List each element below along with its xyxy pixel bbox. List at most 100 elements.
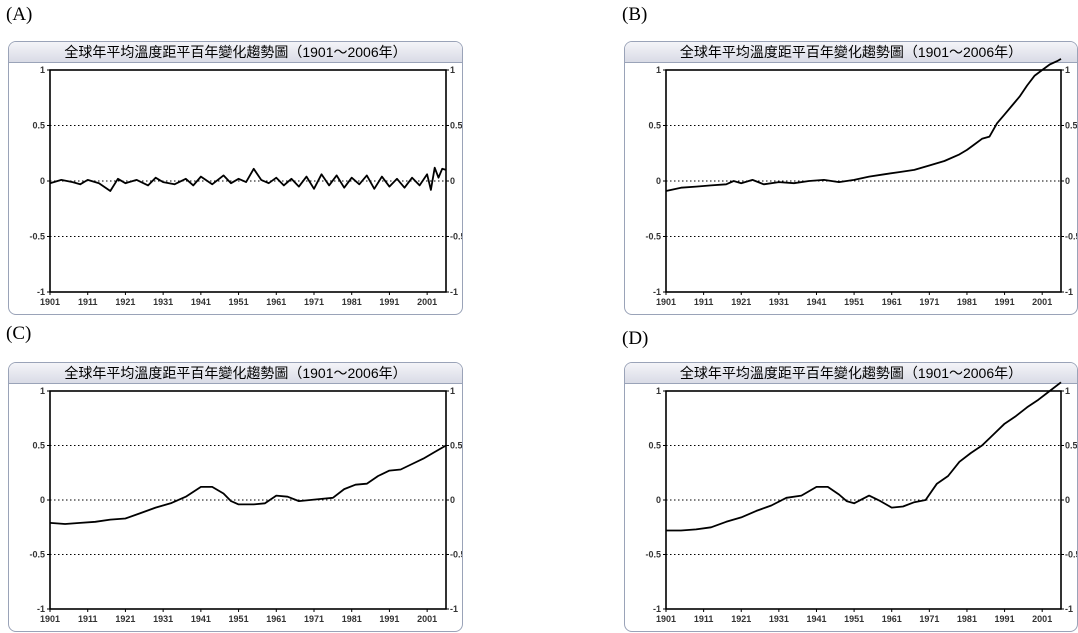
x-tick-label: 1911 [78, 297, 98, 307]
y-tick-label: 0.5 [32, 441, 45, 451]
y-tick-label-right: -0.5 [450, 232, 463, 242]
x-tick-label: 1931 [153, 297, 173, 307]
chart-window-b: 全球年平均溫度距平百年變化趨勢圖（1901～2006年） 1 1 0.5 0.5 0 0 -… [624, 41, 1078, 315]
y-tick-label-right: -0.5 [450, 550, 463, 560]
y-tick-label-right: 0.5 [1065, 441, 1078, 451]
chart-window-d: 全球年平均溫度距平百年變化趨勢圖（1901～2006年） 1 1 0.5 0.5 0 0 -… [624, 362, 1078, 632]
y-tick-label: -0.5 [29, 550, 45, 560]
x-tick-label: 1941 [191, 614, 211, 624]
panel-label-d: (D) [622, 328, 649, 349]
x-tick-label: 1981 [957, 614, 977, 624]
x-tick-label: 1921 [115, 297, 135, 307]
y-tick-label: 1 [40, 65, 45, 75]
x-tick-label: 1921 [115, 614, 135, 624]
x-tick-label: 1951 [844, 297, 864, 307]
y-tick-label-right: 1 [450, 386, 455, 396]
x-tick-label: 1911 [78, 614, 98, 624]
x-tick-label: 1991 [995, 614, 1015, 624]
y-tick-label-right: -1 [450, 604, 458, 614]
x-tick-label: 1901 [40, 297, 60, 307]
x-tick-label: 1961 [882, 614, 902, 624]
x-tick-label: 1991 [379, 614, 399, 624]
y-tick-label-right: 0.5 [450, 441, 463, 451]
x-tick-label: 1911 [694, 297, 714, 307]
chart-title-d: 全球年平均溫度距平百年變化趨勢圖（1901～2006年） [625, 363, 1077, 384]
panel-label-c: (C) [6, 323, 32, 344]
chart-window-c: 全球年平均溫度距平百年變化趨勢圖（1901～2006年） 1 1 0.5 0.5 0 0 -… [8, 362, 463, 632]
x-tick-label: 1941 [191, 297, 211, 307]
x-tick-label: 1951 [844, 614, 864, 624]
y-tick-label-right: -0.5 [1065, 232, 1078, 242]
y-tick-label: 0 [40, 495, 45, 505]
x-tick-label: 1951 [229, 297, 249, 307]
chart-d: 110.50.500-0.5-0.5-1-1190119111921193119… [645, 381, 1078, 624]
series-line [666, 381, 1062, 532]
y-tick-label: -1 [653, 604, 661, 614]
y-tick-label-right: -1 [1065, 287, 1073, 297]
x-tick-label: 1991 [379, 297, 399, 307]
y-tick-label-right: 0 [1065, 495, 1070, 505]
y-tick-label-right: 1 [1065, 386, 1070, 396]
x-tick-label: 1921 [731, 614, 751, 624]
y-tick-label: -0.5 [645, 232, 661, 242]
panel-label-a: (A) [6, 4, 33, 25]
y-tick-label: 0.5 [648, 441, 661, 451]
x-tick-label: 1971 [304, 297, 324, 307]
y-tick-label-right: 0 [450, 495, 455, 505]
x-tick-label: 1981 [342, 614, 362, 624]
x-tick-label: 1961 [882, 297, 902, 307]
y-tick-label: 0 [656, 495, 661, 505]
y-tick-label: -1 [653, 287, 661, 297]
y-tick-label-right: 0 [450, 176, 455, 186]
series-line [49, 166, 447, 192]
x-tick-label: 1981 [342, 297, 362, 307]
y-tick-label: 0 [656, 176, 661, 186]
y-tick-label: -1 [37, 604, 45, 614]
x-tick-label: 1901 [656, 614, 676, 624]
y-tick-label: -0.5 [645, 550, 661, 560]
x-tick-label: 2001 [1032, 297, 1052, 307]
x-tick-label: 1911 [694, 614, 714, 624]
y-tick-label-right: -1 [450, 287, 458, 297]
y-tick-label: 1 [656, 386, 661, 396]
x-tick-label: 1931 [153, 614, 173, 624]
x-tick-label: 1901 [40, 614, 60, 624]
y-tick-label: 0 [40, 176, 45, 186]
y-tick-label: 0.5 [648, 121, 661, 131]
x-tick-label: 1971 [919, 614, 939, 624]
x-tick-label: 1941 [806, 297, 826, 307]
x-tick-label: 1961 [266, 297, 286, 307]
panel-label-b: (B) [622, 4, 648, 25]
y-tick-label-right: 1 [450, 65, 455, 75]
x-tick-label: 1981 [957, 297, 977, 307]
x-tick-label: 2001 [417, 297, 437, 307]
chart-title-a: 全球年平均溫度距平百年變化趨勢圖（1901～2006年） [9, 42, 462, 63]
x-tick-label: 1931 [769, 297, 789, 307]
series-line [49, 444, 447, 525]
x-tick-label: 1961 [266, 614, 286, 624]
chart-b: 110.50.500-0.5-0.5-1-1190119111921193119… [645, 58, 1078, 307]
x-tick-label: 1971 [919, 297, 939, 307]
x-tick-label: 2001 [1032, 614, 1052, 624]
y-tick-label: -0.5 [29, 232, 45, 242]
y-tick-label: 1 [40, 386, 45, 396]
x-tick-label: 2001 [417, 614, 437, 624]
y-tick-label: -1 [37, 287, 45, 297]
chart-title-b: 全球年平均溫度距平百年變化趨勢圖（1901～2006年） [625, 42, 1077, 63]
series-line [665, 58, 1062, 192]
y-tick-label: 1 [656, 65, 661, 75]
y-tick-label-right: -1 [1065, 604, 1073, 614]
y-tick-label-right: 0 [1065, 176, 1070, 186]
y-tick-label-right: 1 [1065, 65, 1070, 75]
x-tick-label: 1941 [806, 614, 826, 624]
x-tick-label: 1991 [995, 297, 1015, 307]
y-tick-label-right: 0.5 [450, 121, 463, 131]
y-tick-label: 0.5 [32, 121, 45, 131]
x-tick-label: 1971 [304, 614, 324, 624]
x-tick-label: 1931 [769, 614, 789, 624]
x-tick-label: 1951 [229, 614, 249, 624]
x-tick-label: 1901 [656, 297, 676, 307]
y-tick-label-right: -0.5 [1065, 550, 1078, 560]
